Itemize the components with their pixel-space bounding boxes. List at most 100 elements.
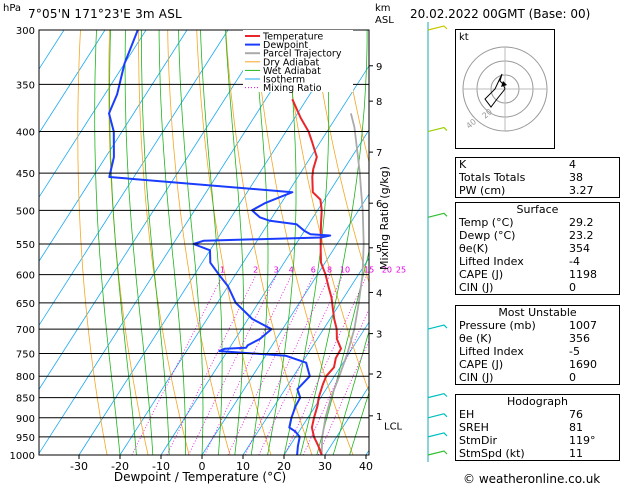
surface-value: 23.2 (569, 229, 594, 242)
surface-row: Lifted Index -4 (456, 255, 619, 268)
surface-label: CIN (J) (459, 281, 494, 294)
km-tick-label: 7 (376, 148, 382, 159)
pressure-tick-label: 900 (16, 414, 35, 425)
mixing-ratio-label: 8 (327, 266, 332, 275)
pressure-tick-label: 950 (16, 433, 35, 444)
most-unstable-row: Lifted Index -5 (456, 345, 619, 358)
pressure-tick-label: 1000 (10, 451, 35, 462)
hodograph-label: SREH (459, 421, 489, 434)
x-axis-title: Dewpoint / Temperature (°C) (113, 470, 287, 484)
most-unstable-value: 0 (569, 371, 576, 384)
wet-adiabat-line (158, 30, 187, 455)
hodograph-plot: kt 20 40 (455, 29, 555, 149)
pressure-tick-label: 850 (16, 394, 35, 405)
isotherm-line (201, 193, 369, 455)
most-unstable-row: CIN (J) 0 (456, 371, 619, 384)
index-label: Totals Totals (459, 171, 526, 184)
hodograph-value: 76 (569, 408, 583, 421)
mixing-ratio-label: 1 (220, 266, 225, 275)
mixing-ratio-label: 6 (311, 266, 316, 275)
surface-row: Temp (°C) 29.2 (456, 216, 619, 229)
surface-value: 354 (569, 242, 590, 255)
temperature-tick-label: 0 (199, 460, 206, 473)
isotherm-line (39, 30, 106, 134)
pressure-tick-label: 300 (16, 26, 35, 37)
isotherm-line (242, 257, 369, 455)
surface-value: 29.2 (569, 216, 594, 229)
hodograph-trace (484, 73, 506, 108)
pressure-tick-label: 700 (16, 325, 35, 336)
pressure-tick-label: 450 (16, 169, 35, 180)
surface-label: θe(K) (459, 242, 489, 255)
mixing-ratio-label: 3 (274, 266, 279, 275)
hodograph-row: EH 76 (456, 408, 619, 421)
surface-title: Surface (516, 203, 559, 216)
dry-adiabat-line (312, 30, 369, 284)
temperature-tick-label: 30 (318, 460, 332, 473)
mixing-ratio-line (131, 274, 224, 455)
surface-row: Dewp (°C) 23.2 (456, 229, 619, 242)
legend-label: Temperature (262, 32, 323, 43)
location-title: 7°05'N 171°23'E 3m ASL (28, 7, 182, 21)
surface-label: Temp (°C) (459, 216, 514, 229)
temperature-tick-label: -30 (70, 460, 88, 473)
wind-barb-icon (427, 324, 448, 330)
pressure-tick-label: 800 (16, 372, 35, 383)
km-unit: km (375, 3, 391, 14)
most-unstable-value: 356 (569, 332, 590, 345)
mixing-ratio-label: 20 (382, 266, 392, 275)
legend-label: Parcel Trajectory (263, 49, 342, 60)
mixing-ratio-line (284, 274, 368, 455)
wind-profile (427, 22, 448, 462)
isotherm-line (160, 129, 369, 455)
temperature-tick-label: -10 (152, 460, 170, 473)
most-unstable-row: θe (K) 356 (456, 332, 619, 345)
isotherm-line (39, 30, 311, 455)
most-unstable-value: 1007 (569, 319, 597, 332)
surface-row: θe(K) 354 (456, 242, 619, 255)
legend-label: Dry Adiabat (263, 57, 320, 68)
most-unstable-label: CIN (J) (459, 371, 494, 384)
index-label: PW (cm) (459, 184, 506, 197)
isotherm-line (78, 30, 352, 455)
surface-table: Surface Temp (°C) 29.2 Dewp (°C) 23.2 θe(K… (455, 202, 620, 295)
storm-motion-marker (501, 81, 507, 87)
most-unstable-value: 1690 (569, 358, 597, 371)
most-unstable-row: CAPE (J) 1690 (456, 358, 619, 371)
most-unstable-title: Most Unstable (498, 306, 577, 319)
hodograph-value: 11 (569, 447, 583, 460)
surface-value: -4 (569, 255, 580, 268)
pressure-tick-label: 400 (16, 128, 35, 139)
index-row: PW (cm) 3.27 (456, 184, 619, 197)
isotherm-line (283, 321, 369, 455)
hodograph-value: 119° (569, 434, 596, 447)
most-unstable-table: Most Unstable Pressure (mb) 1007 θe (K) 35… (455, 305, 620, 385)
most-unstable-label: CAPE (J) (459, 358, 504, 371)
isotherm-line (39, 30, 229, 327)
mixing-ratio-axis-title: Mixing Ratio (g/kg) (378, 166, 391, 270)
most-unstable-label: θe (K) (459, 332, 492, 345)
hpa-unit-label: hPa (3, 3, 22, 14)
km-tick-label: 4 (376, 288, 382, 299)
most-unstable-label: Pressure (mb) (459, 319, 536, 332)
wind-barb-icon (427, 432, 448, 438)
surface-row: CIN (J) 0 (456, 281, 619, 294)
hodograph-label: StmSpd (kt) (459, 447, 525, 460)
pressure-tick-label: 750 (16, 349, 35, 360)
km-tick-label: 3 (376, 330, 382, 341)
asl-unit: ASL (375, 15, 394, 26)
hodograph-value: 81 (569, 421, 583, 434)
temperature-profile (291, 98, 342, 455)
hodograph-title: Hodograph (507, 395, 568, 408)
surface-label: Lifted Index (459, 255, 524, 268)
km-tick-label: 2 (376, 370, 382, 381)
wind-barb-icon (427, 25, 448, 31)
wind-barb-icon (427, 126, 448, 133)
legend-label: Dewpoint (263, 40, 308, 51)
hodograph-row: StmDir 119° (456, 434, 619, 447)
footer-credit: © weatheronline.co.uk (463, 472, 601, 486)
datetime-title: 20.02.2022 00GMT (Base: 00) (410, 7, 591, 21)
wet-adiabat-line (124, 30, 154, 455)
